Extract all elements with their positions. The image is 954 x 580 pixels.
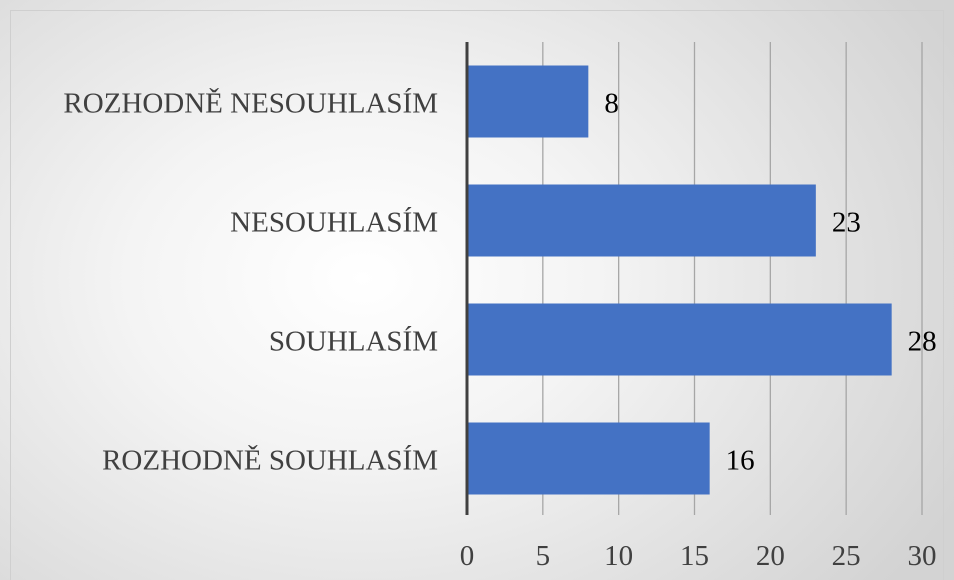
data-label: 8 (604, 88, 619, 120)
category-label: SOUHLASÍM (269, 325, 438, 358)
data-label: 23 (832, 207, 861, 239)
bar (467, 303, 892, 376)
bars (467, 65, 892, 495)
x-tick-label: 20 (756, 540, 785, 572)
x-tick-label: 30 (908, 540, 937, 572)
x-tick-label: 10 (604, 540, 633, 572)
x-tick-label: 5 (536, 540, 551, 572)
data-labels: 8 23 28 16 (604, 88, 936, 477)
category-label: ROZHODNĚ NESOUHLASÍM (63, 87, 438, 120)
x-tick-label: 15 (680, 540, 709, 572)
x-tick-label: 0 (460, 540, 475, 572)
data-label: 28 (908, 326, 937, 358)
category-label: ROZHODNĚ SOUHLASÍM (102, 444, 438, 477)
bar (467, 184, 816, 257)
bar (467, 422, 710, 495)
bar (467, 65, 589, 138)
category-label: NESOUHLASÍM (230, 206, 438, 239)
x-tick-labels: 0 5 10 15 20 25 30 (460, 540, 937, 572)
x-tick-label: 25 (832, 540, 861, 572)
category-labels: ROZHODNĚ NESOUHLASÍM NESOUHLASÍM SOUHLASÍM… (63, 87, 438, 477)
data-label: 16 (726, 445, 755, 477)
